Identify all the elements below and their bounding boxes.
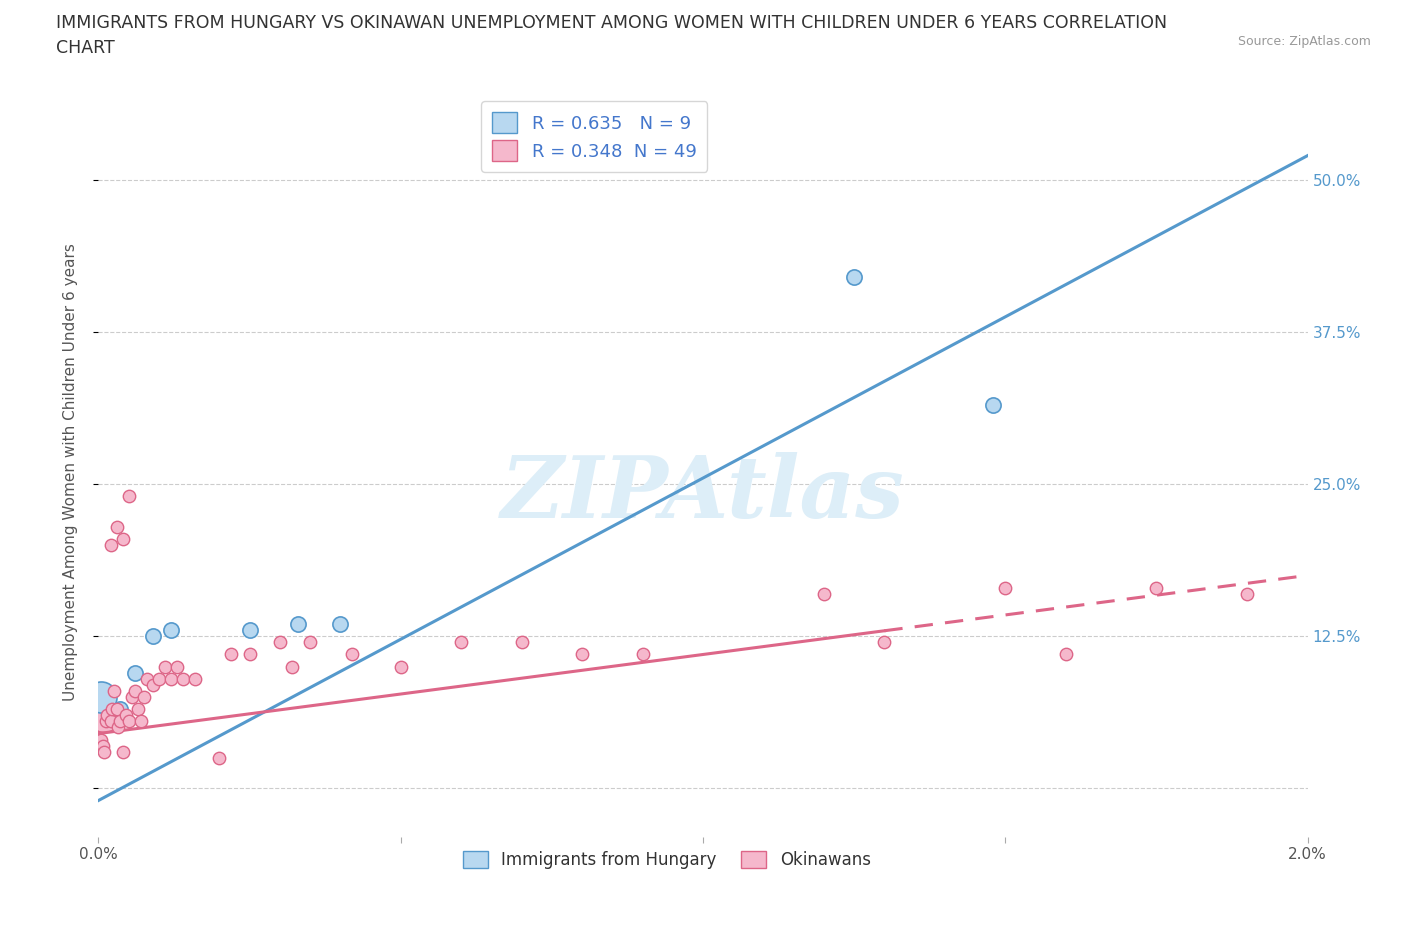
Point	[124, 665, 146, 680]
Point	[389, 659, 412, 674]
Point	[1054, 647, 1077, 662]
Point	[1146, 580, 1168, 595]
Point	[994, 580, 1017, 595]
Y-axis label: Unemployment Among Women with Children Under 6 years: Unemployment Among Women with Children U…	[63, 243, 77, 701]
Point	[114, 708, 136, 723]
Point	[269, 635, 291, 650]
Point	[90, 732, 112, 747]
Point	[103, 684, 125, 698]
Point	[135, 671, 157, 686]
Point	[981, 398, 1004, 413]
Point	[118, 714, 141, 729]
Point	[208, 751, 231, 765]
Point	[873, 635, 896, 650]
Text: ZIPAtlas: ZIPAtlas	[501, 452, 905, 536]
Point	[287, 617, 309, 631]
Point	[571, 647, 593, 662]
Point	[94, 714, 117, 729]
Point	[148, 671, 170, 686]
Point	[124, 684, 146, 698]
Point	[299, 635, 322, 650]
Point	[105, 519, 128, 534]
Text: CHART: CHART	[56, 39, 115, 57]
Point	[127, 702, 149, 717]
Point	[221, 647, 243, 662]
Point	[105, 702, 128, 717]
Point	[107, 720, 129, 735]
Point	[90, 690, 112, 705]
Point	[93, 708, 115, 723]
Point	[631, 647, 654, 662]
Point	[118, 489, 141, 504]
Point	[239, 623, 262, 638]
Point	[96, 708, 118, 723]
Point	[813, 586, 835, 601]
Text: Source: ZipAtlas.com: Source: ZipAtlas.com	[1237, 35, 1371, 48]
Point	[108, 702, 131, 717]
Point	[1236, 586, 1258, 601]
Point	[121, 690, 143, 705]
Point	[100, 714, 122, 729]
Point	[142, 629, 165, 644]
Point	[100, 702, 122, 717]
Point	[142, 677, 165, 692]
Point	[160, 623, 183, 638]
Point	[172, 671, 194, 686]
Point	[166, 659, 188, 674]
Point	[160, 671, 183, 686]
Point	[91, 738, 114, 753]
Point	[510, 635, 533, 650]
Point	[184, 671, 207, 686]
Point	[129, 714, 152, 729]
Point	[450, 635, 472, 650]
Point	[153, 659, 176, 674]
Point	[239, 647, 262, 662]
Point	[281, 659, 304, 674]
Point	[100, 538, 122, 552]
Point	[844, 270, 866, 285]
Point	[93, 744, 115, 759]
Point	[329, 617, 352, 631]
Point	[111, 744, 134, 759]
Text: IMMIGRANTS FROM HUNGARY VS OKINAWAN UNEMPLOYMENT AMONG WOMEN WITH CHILDREN UNDER: IMMIGRANTS FROM HUNGARY VS OKINAWAN UNEM…	[56, 14, 1167, 32]
Point	[132, 690, 155, 705]
Legend: Immigrants from Hungary, Okinawans: Immigrants from Hungary, Okinawans	[456, 844, 877, 876]
Point	[108, 714, 131, 729]
Point	[111, 531, 134, 546]
Point	[342, 647, 364, 662]
